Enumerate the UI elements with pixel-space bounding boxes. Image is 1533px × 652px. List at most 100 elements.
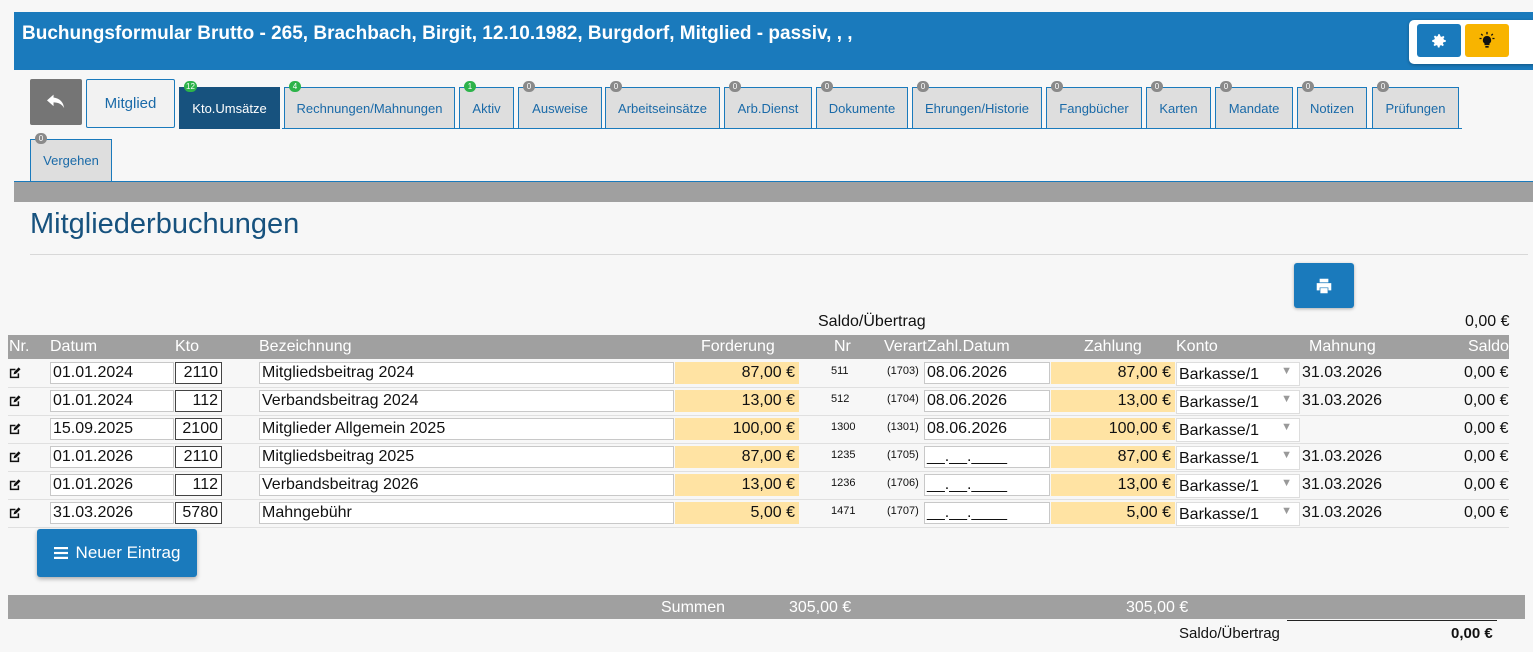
tab-label: Ausweise: [532, 101, 588, 116]
tab-count-badge: 0: [523, 81, 535, 92]
edit-icon[interactable]: [8, 366, 21, 379]
tab-karten[interactable]: Karten 0: [1146, 81, 1211, 129]
datum-field[interactable]: 01.01.2024: [50, 390, 174, 412]
konto-select[interactable]: Barkasse/1 ▼: [1176, 418, 1300, 442]
zahl-datum-field[interactable]: 08.06.2026: [924, 390, 1050, 412]
forderung-field[interactable]: 5,00 €: [675, 502, 799, 524]
saldo-value: 0,00 €: [1464, 476, 1509, 493]
tab-arb-dienst[interactable]: Arb.Dienst 0: [724, 81, 812, 129]
chevron-down-icon: ▼: [1281, 449, 1292, 461]
forderung-field[interactable]: 13,00 €: [675, 474, 799, 496]
zahlung-field[interactable]: 100,00 €: [1051, 418, 1175, 440]
edit-icon[interactable]: [8, 478, 21, 491]
zahlung-field[interactable]: 87,00 €: [1051, 362, 1175, 384]
tab-label: Karten: [1159, 101, 1198, 116]
printer-icon: [1316, 278, 1332, 293]
edit-icon[interactable]: [8, 394, 21, 407]
settings-button[interactable]: [1417, 24, 1461, 57]
tab-ehrungen-historie[interactable]: Ehrungen/Historie 0: [912, 81, 1042, 129]
tab-count-badge: 4: [289, 81, 301, 92]
bezeichnung-field[interactable]: Mitglieder Allgemein 2025: [259, 418, 674, 440]
tab-rechnungen-mahnungen[interactable]: Rechnungen/Mahnungen 4: [284, 81, 455, 129]
kto-field[interactable]: 112: [175, 474, 222, 496]
zahlung-field[interactable]: 13,00 €: [1051, 390, 1175, 412]
konto-value: Barkasse/1: [1179, 478, 1260, 495]
tab-fangbücher[interactable]: Fangbücher 0: [1046, 81, 1142, 129]
zahl-datum-field[interactable]: __.__.____: [924, 502, 1050, 524]
tab-kto-umsätze[interactable]: Kto.Umsätze 12: [179, 81, 280, 129]
konto-value: Barkasse/1: [1179, 450, 1260, 467]
tab-label: Vergehen: [43, 153, 99, 168]
kto-field[interactable]: 112: [175, 390, 222, 412]
kto-field[interactable]: 2100: [175, 418, 222, 440]
datum-field[interactable]: 01.01.2024: [50, 362, 174, 384]
konto-value: Barkasse/1: [1179, 366, 1260, 383]
tab-label: Arbeitseinsätze: [618, 101, 707, 116]
tab-notizen[interactable]: Notizen 0: [1297, 81, 1367, 129]
tab-divider: [282, 128, 1462, 129]
zahlung-field[interactable]: 87,00 €: [1051, 446, 1175, 468]
hint-button[interactable]: [1465, 24, 1509, 57]
konto-select[interactable]: Barkasse/1 ▼: [1176, 390, 1300, 414]
forderung-field[interactable]: 87,00 €: [675, 446, 799, 468]
datum-field[interactable]: 01.01.2026: [50, 474, 174, 496]
tab-mandate[interactable]: Mandate 0: [1215, 81, 1293, 129]
zahl-datum-field[interactable]: 08.06.2026: [924, 418, 1050, 440]
konto-select[interactable]: Barkasse/1 ▼: [1176, 502, 1300, 526]
kto-field[interactable]: 2110: [175, 446, 222, 468]
konto-select[interactable]: Barkasse/1 ▼: [1176, 446, 1300, 470]
kto-field[interactable]: 5780: [175, 502, 222, 524]
new-entry-label: Neuer Eintrag: [75, 543, 181, 562]
tab-ausweise[interactable]: Ausweise 0: [518, 81, 602, 129]
tab-arbeitseinsätze[interactable]: Arbeitseinsätze 0: [605, 81, 720, 129]
summen-label: Summen: [661, 599, 726, 616]
datum-field[interactable]: 31.03.2026: [50, 502, 174, 524]
col-saldo: Saldo: [1468, 338, 1509, 355]
zahl-datum-field[interactable]: 08.06.2026: [924, 362, 1050, 384]
beleg-nr: 1235: [831, 449, 856, 461]
col-nr: Nr.: [9, 338, 30, 355]
edit-icon[interactable]: [8, 450, 21, 463]
konto-select[interactable]: Barkasse/1 ▼: [1176, 362, 1300, 386]
saldo-uebertrag-bottom-value: 0,00 €: [1451, 625, 1493, 642]
edit-icon[interactable]: [8, 506, 21, 519]
tab-dokumente[interactable]: Dokumente 0: [816, 81, 908, 129]
zahl-datum-field[interactable]: __.__.____: [924, 446, 1050, 468]
forderung-field[interactable]: 87,00 €: [675, 362, 799, 384]
beleg-nr: 1471: [831, 505, 856, 517]
tab-vergehen[interactable]: Vergehen 0: [30, 133, 112, 181]
tab-label: Prüfungen: [1385, 101, 1446, 116]
mahnung-date: 31.03.2026: [1302, 476, 1383, 493]
forderung-field[interactable]: 13,00 €: [675, 390, 799, 412]
bezeichnung-field[interactable]: Verbandsbeitrag 2024: [259, 390, 674, 412]
kto-field[interactable]: 2110: [175, 362, 222, 384]
beleg-nr: 511: [831, 365, 849, 377]
tab-prüfungen[interactable]: Prüfungen 0: [1372, 81, 1459, 129]
back-button[interactable]: [30, 79, 82, 125]
mahnung-date: 31.03.2026: [1302, 448, 1383, 465]
print-button[interactable]: [1294, 263, 1354, 308]
konto-select[interactable]: Barkasse/1 ▼: [1176, 474, 1300, 498]
bezeichnung-field[interactable]: Mitgliedsbeitrag 2025: [259, 446, 674, 468]
edit-icon[interactable]: [8, 422, 21, 435]
konto-value: Barkasse/1: [1179, 506, 1260, 523]
col-beleg-nr: Nr: [834, 338, 851, 355]
datum-field[interactable]: 15.09.2025: [50, 418, 174, 440]
col-mahnung: Mahnung: [1309, 338, 1376, 355]
zahlung-field[interactable]: 13,00 €: [1051, 474, 1175, 496]
tab-aktiv[interactable]: Aktiv 1: [459, 81, 514, 129]
saldo-value: 0,00 €: [1464, 504, 1509, 521]
table-row: 31.03.2026 5780 Mahngebühr 5,00 €1471 (1707)…: [8, 500, 1509, 528]
bezeichnung-field[interactable]: Verbandsbeitrag 2026: [259, 474, 674, 496]
bezeichnung-field[interactable]: Mahngebühr: [259, 502, 674, 524]
saldo-uebertrag-label: Saldo/Übertrag: [818, 313, 926, 330]
zahlung-field[interactable]: 5,00 €: [1051, 502, 1175, 524]
new-entry-button[interactable]: Neuer Eintrag: [37, 529, 197, 577]
bezeichnung-field[interactable]: Mitgliedsbeitrag 2024: [259, 362, 674, 384]
tab-label: Notizen: [1309, 101, 1355, 116]
datum-field[interactable]: 01.01.2026: [50, 446, 174, 468]
forderung-field[interactable]: 100,00 €: [675, 418, 799, 440]
saldo-value: 0,00 €: [1464, 420, 1509, 437]
zahl-datum-field[interactable]: __.__.____: [924, 474, 1050, 496]
tab-mitglied[interactable]: Mitglied: [86, 79, 175, 128]
